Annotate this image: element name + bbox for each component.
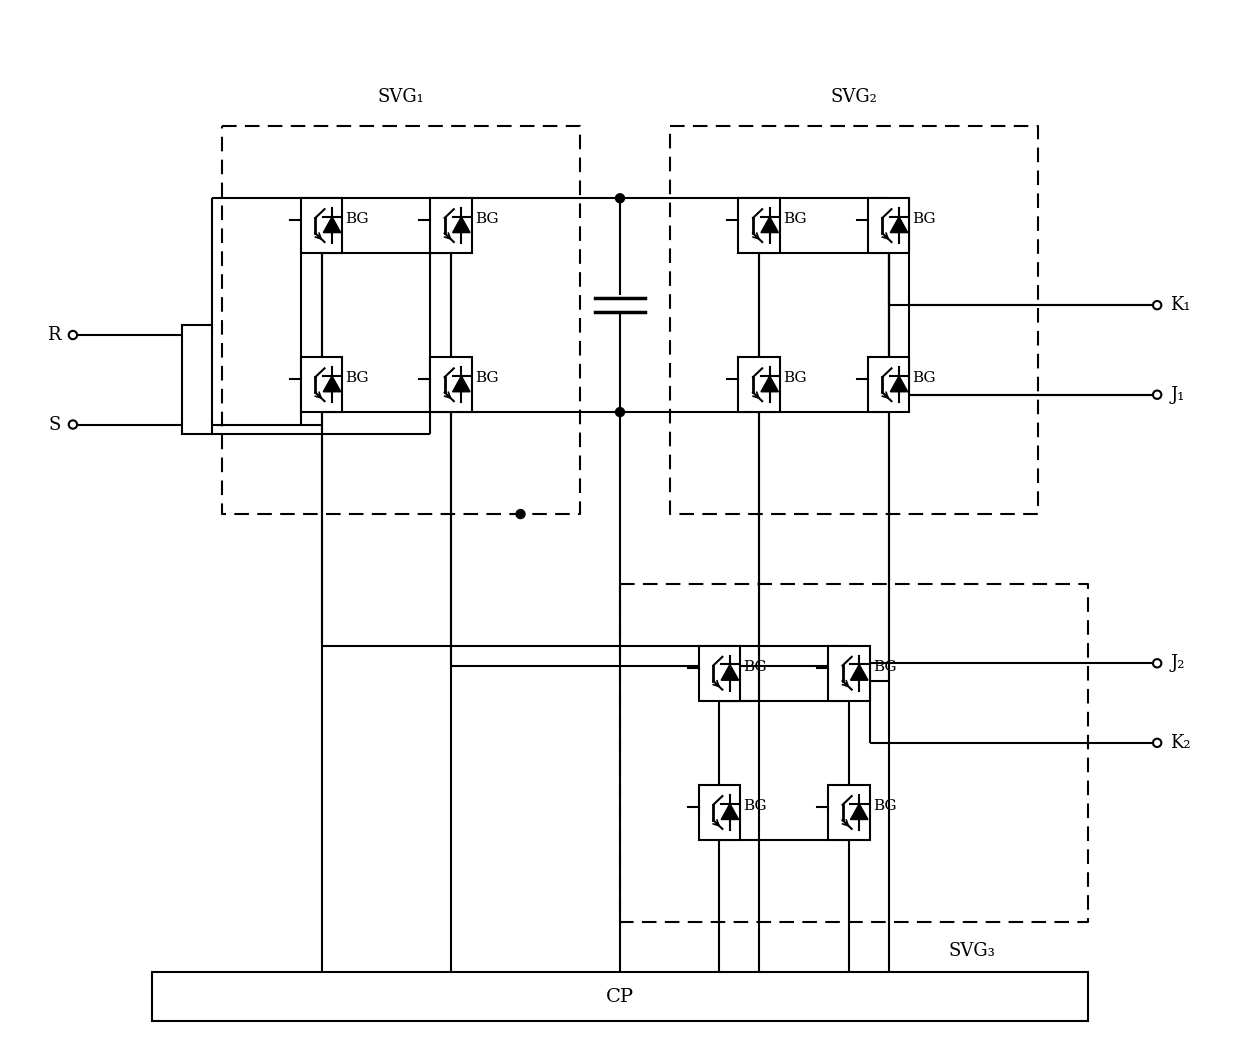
Text: BG: BG <box>346 371 370 385</box>
Text: BG: BG <box>873 660 897 674</box>
Text: BG: BG <box>913 212 936 226</box>
Text: BG: BG <box>743 660 768 674</box>
Bar <box>300 198 342 253</box>
Polygon shape <box>890 376 908 392</box>
Text: SVG₃: SVG₃ <box>949 942 994 960</box>
Text: K₂: K₂ <box>1171 734 1190 752</box>
Polygon shape <box>722 664 739 680</box>
Text: K₁: K₁ <box>1171 296 1190 314</box>
Text: BG: BG <box>475 212 498 226</box>
Text: CP: CP <box>606 988 634 1006</box>
Polygon shape <box>324 217 341 233</box>
Bar <box>182 325 212 434</box>
Polygon shape <box>890 217 908 233</box>
Polygon shape <box>453 376 470 392</box>
Bar <box>868 198 909 253</box>
Polygon shape <box>761 376 779 392</box>
Text: BG: BG <box>475 371 498 385</box>
Bar <box>738 198 780 253</box>
Text: BG: BG <box>784 212 807 226</box>
Text: S: S <box>48 415 61 433</box>
Circle shape <box>615 194 625 202</box>
Text: BG: BG <box>346 212 370 226</box>
Text: R: R <box>47 326 61 344</box>
Bar <box>153 972 1087 1021</box>
Circle shape <box>516 509 525 519</box>
Circle shape <box>615 408 625 416</box>
Text: J₂: J₂ <box>1171 655 1184 672</box>
Text: J₁: J₁ <box>1171 386 1184 404</box>
Text: BG: BG <box>784 371 807 385</box>
Polygon shape <box>324 376 341 392</box>
Polygon shape <box>851 804 868 820</box>
Text: SVG₁: SVG₁ <box>378 89 424 106</box>
Bar <box>430 357 471 412</box>
Text: BG: BG <box>873 799 897 813</box>
Polygon shape <box>722 804 739 820</box>
Bar <box>430 198 471 253</box>
Bar <box>698 785 740 840</box>
Bar <box>868 357 909 412</box>
Bar <box>828 785 869 840</box>
Polygon shape <box>851 664 868 680</box>
Text: BG: BG <box>913 371 936 385</box>
Polygon shape <box>453 217 470 233</box>
Text: SVG₂: SVG₂ <box>831 89 877 106</box>
Bar <box>828 646 869 701</box>
Text: BG: BG <box>743 799 768 813</box>
Bar <box>738 357 780 412</box>
Polygon shape <box>761 217 779 233</box>
Bar <box>698 646 740 701</box>
Bar <box>300 357 342 412</box>
